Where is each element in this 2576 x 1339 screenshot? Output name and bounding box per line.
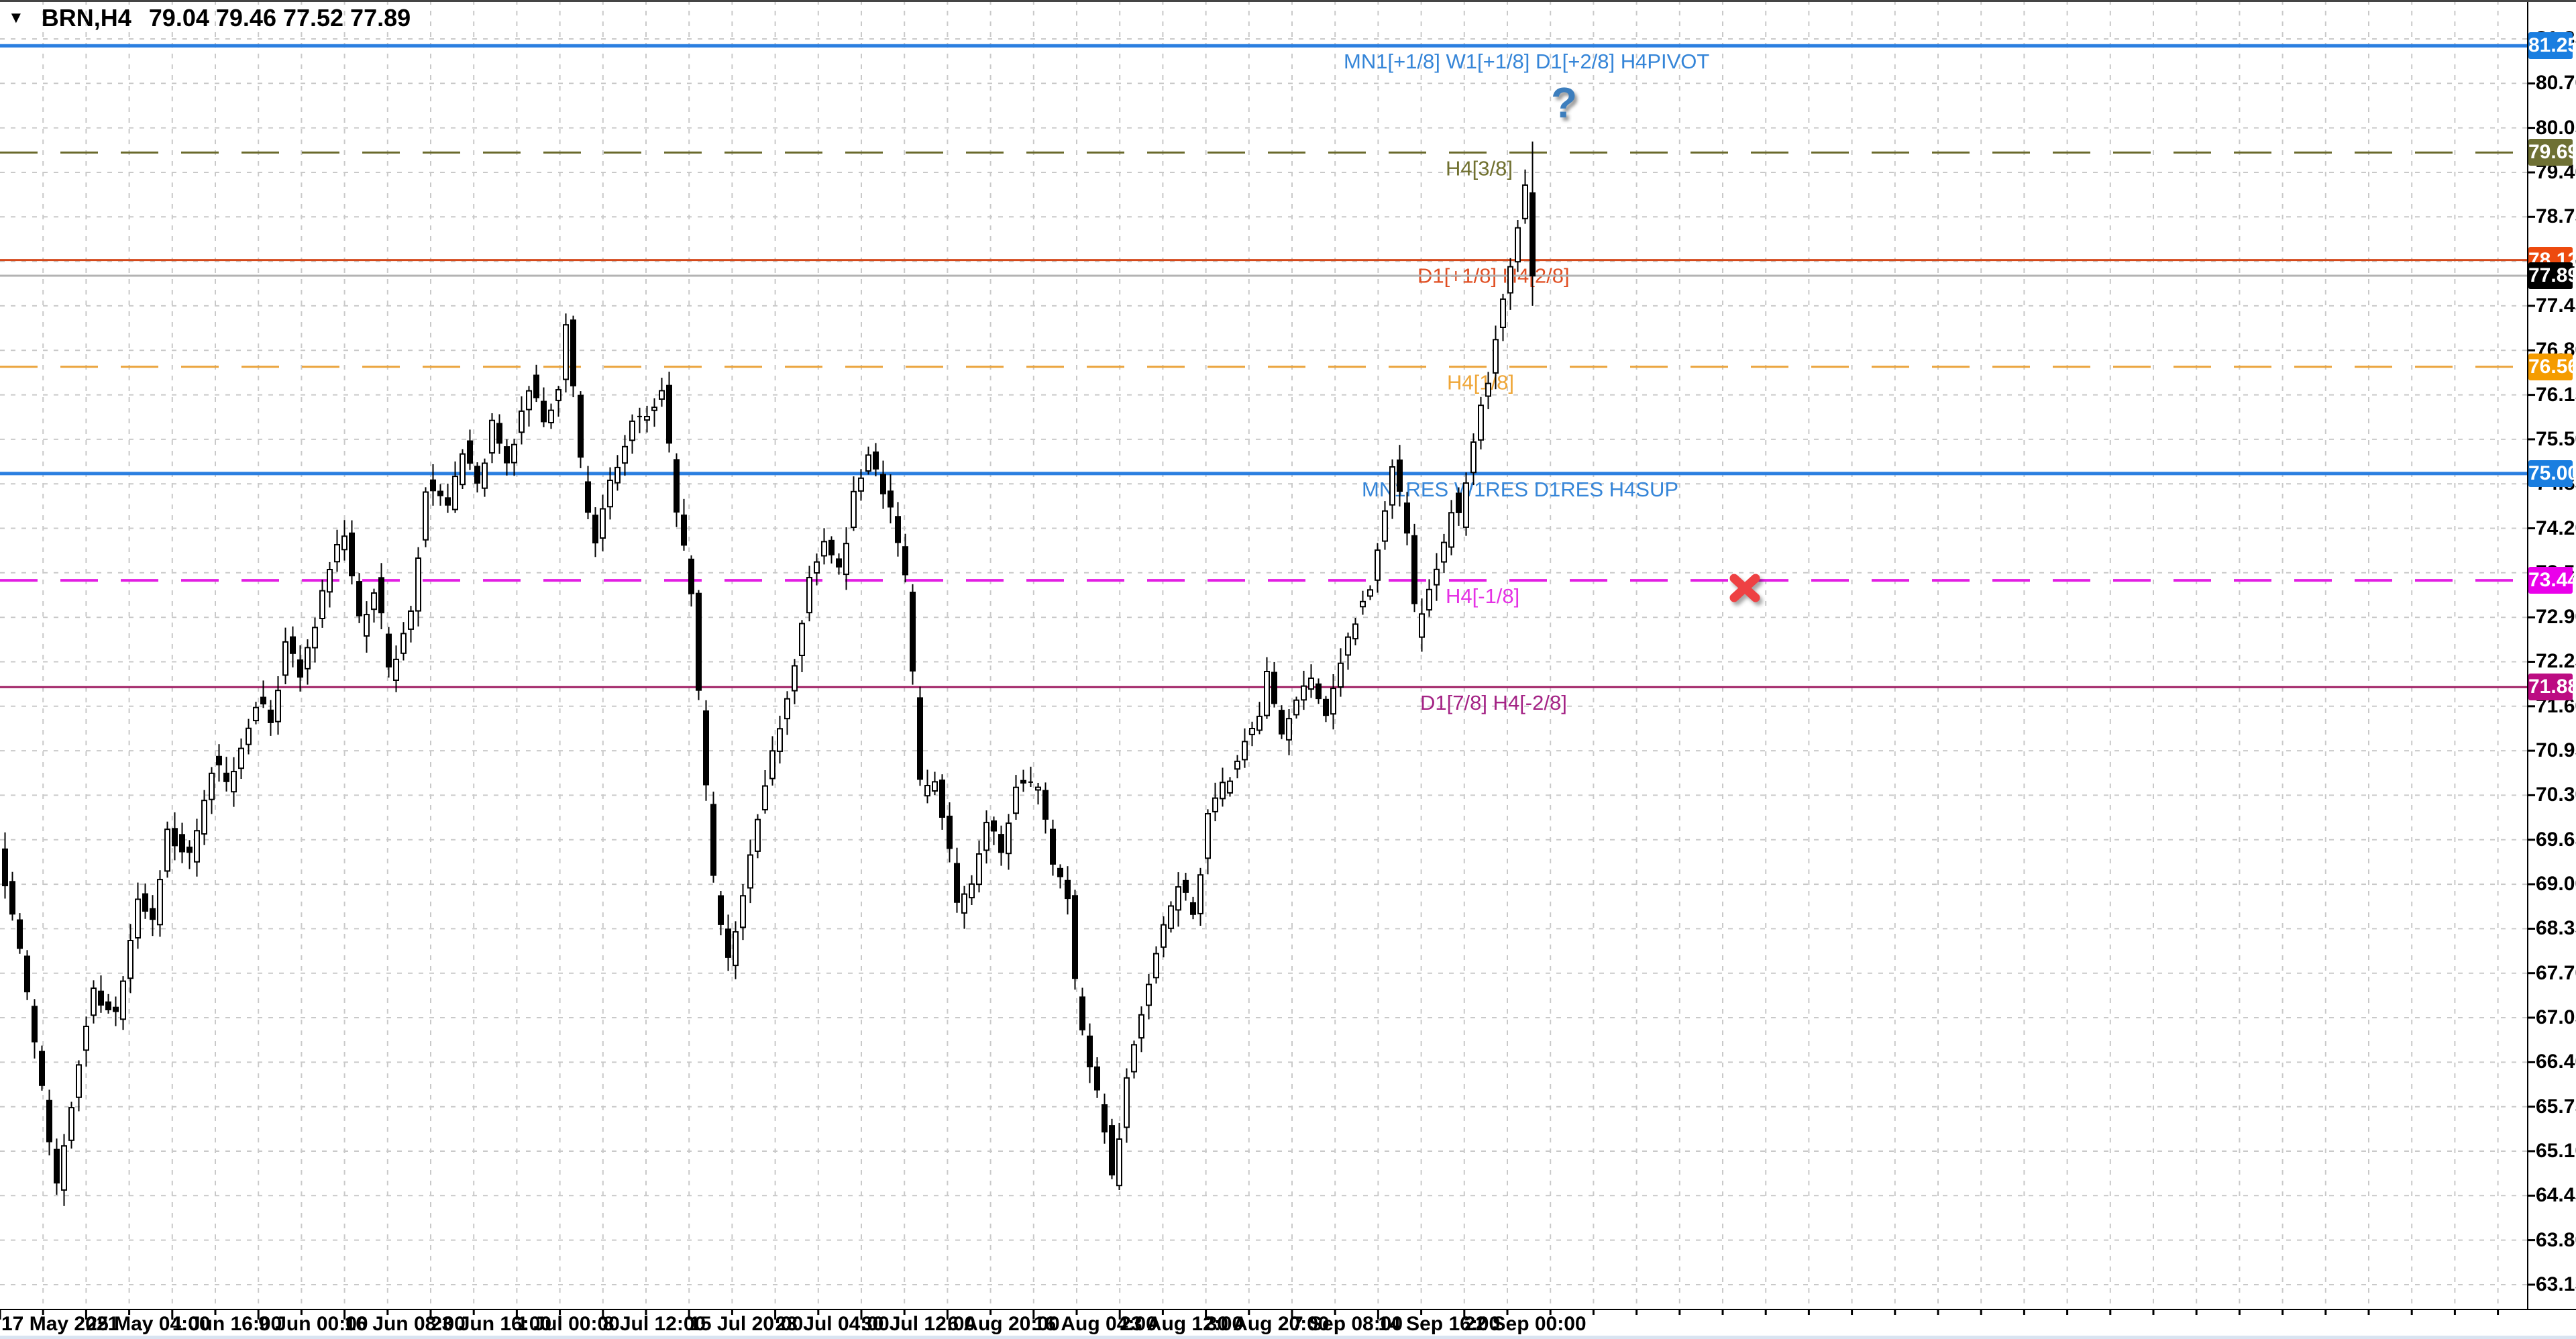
price-tick-label: 77.45 <box>2536 294 2576 317</box>
level-lines[interactable] <box>0 44 2528 688</box>
symbol-label: BRN,H4 <box>41 4 131 32</box>
time-tick-label: 15 Jul 20:00 <box>689 1313 804 1335</box>
price-level-badge: 79.69 <box>2528 139 2576 166</box>
price-tick-label: 76.15 <box>2536 383 2576 406</box>
time-tick-label: 8 Jul 12:00 <box>602 1313 706 1335</box>
ohlc-values: 79.04 79.46 77.52 77.89 <box>148 4 411 32</box>
price-level-badge: 77.89 <box>2528 262 2576 290</box>
price-tick-label: 70.95 <box>2536 739 2576 762</box>
price-tick-label: 67.70 <box>2536 961 2576 984</box>
price-tick-label: 70.30 <box>2536 784 2576 806</box>
price-tick-label: 63.80 <box>2536 1228 2576 1251</box>
time-tick-label: 30 Aug 20:00 <box>1205 1313 1330 1335</box>
price-tick-label: 80.70 <box>2536 72 2576 95</box>
price-tick-label: 72.90 <box>2536 606 2576 629</box>
time-tick-label: 14 Sep 16:00 <box>1378 1313 1501 1335</box>
time-tick-label: 1 Jul 00:00 <box>517 1313 620 1335</box>
price-tick-label: 65.10 <box>2536 1140 2576 1162</box>
price-level-badge: 75.00 <box>2528 460 2576 487</box>
time-tick-label: 7 Sep 08:00 <box>1292 1313 1403 1335</box>
time-tick-label: 23 Aug 12:00 <box>1120 1313 1244 1335</box>
price-level-badge: 81.25 <box>2528 32 2576 60</box>
price-tick-label: 78.75 <box>2536 205 2576 228</box>
time-tick-label: 9 Jun 00:00 <box>258 1313 368 1335</box>
price-tick-label: 75.50 <box>2536 427 2576 450</box>
level-label[interactable]: H4[1/8] <box>1447 371 1514 394</box>
price-tick-label: 66.40 <box>2536 1051 2576 1073</box>
time-tick-label: 23 Jun 16:00 <box>431 1313 552 1335</box>
time-tick-label: 22 Sep 00:00 <box>1464 1313 1587 1335</box>
time-tick-label: 23 Jul 04:00 <box>775 1313 890 1335</box>
price-tick-label: 72.25 <box>2536 650 2576 673</box>
price-tick-label: 65.75 <box>2536 1095 2576 1118</box>
level-label[interactable]: H4[-1/8] <box>1446 584 1519 608</box>
dropdown-arrow-icon[interactable]: ▼ <box>8 9 24 27</box>
price-level-badge: 71.88 <box>2528 674 2576 701</box>
level-label[interactable]: D1[7/8] H4[-2/8] <box>1420 691 1567 714</box>
cross-icon[interactable] <box>1729 574 1760 602</box>
price-tick-label: 63.15 <box>2536 1273 2576 1295</box>
candle-series <box>2 142 1536 1206</box>
time-tick-label: 30 Jul 12:00 <box>861 1313 976 1335</box>
price-level-badge: 73.44 <box>2528 567 2576 594</box>
price-tick-label: 74.20 <box>2536 517 2576 539</box>
price-tick-label: 68.35 <box>2536 917 2576 940</box>
level-label[interactable]: MN1[+1/8] W1[+1/8] D1[+2/8] H4PIVOT <box>1344 50 1709 73</box>
chart-title: ▼ BRN,H4 79.04 79.46 77.52 77.89 <box>8 4 411 32</box>
price-level-badge: 76.56 <box>2528 353 2576 380</box>
question-mark-icon[interactable]: ? <box>1551 78 1578 127</box>
time-tick-label: 1 Jun 16:00 <box>172 1313 282 1335</box>
price-tick-label: 67.05 <box>2536 1006 2576 1029</box>
price-tick-label: 80.05 <box>2536 116 2576 139</box>
price-tick-label: 69.65 <box>2536 828 2576 851</box>
time-tick-label: 25 May 04:00 <box>86 1313 211 1335</box>
price-tick-label: 64.45 <box>2536 1184 2576 1207</box>
time-tick-label: 17 May 2021 <box>1 1313 119 1335</box>
time-tick-label: 6 Aug 20:00 <box>947 1313 1060 1335</box>
time-tick-label: 16 Aug 04:00 <box>1033 1313 1157 1335</box>
price-tick-label: 69.00 <box>2536 873 2576 896</box>
window-bottom-edge <box>0 1336 2576 1339</box>
level-label[interactable]: MN1RES W1RES D1RES H4SUP <box>1362 478 1678 501</box>
time-tick-label: 16 Jun 08:00 <box>344 1313 466 1335</box>
level-label[interactable]: H4[3/8] <box>1446 156 1513 180</box>
window-top-border <box>0 0 2576 2</box>
